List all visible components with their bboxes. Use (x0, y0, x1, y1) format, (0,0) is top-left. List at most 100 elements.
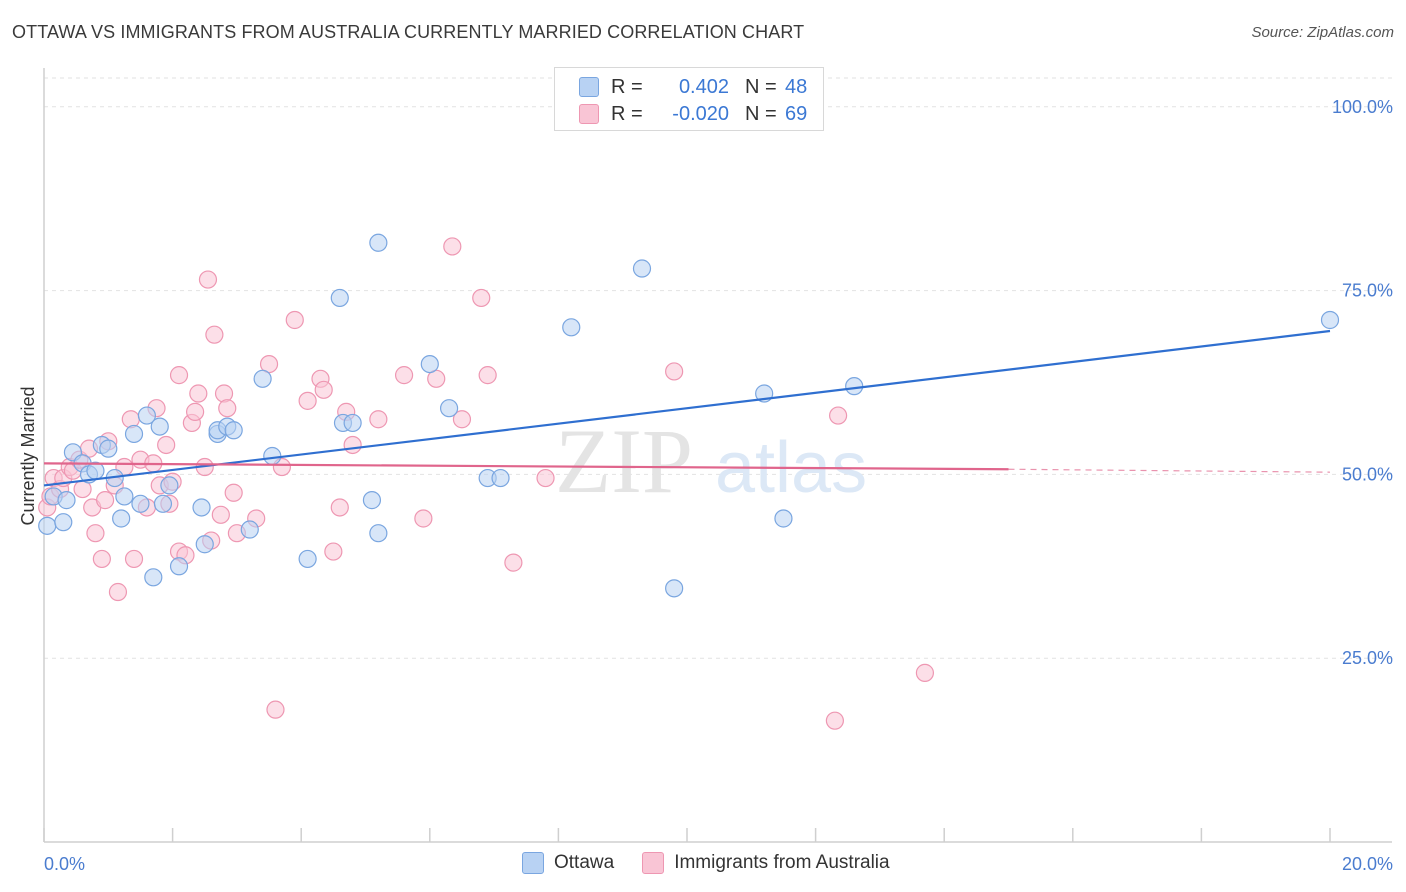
data-point-australia (211, 505, 230, 524)
data-point-australia (124, 549, 144, 569)
data-point-australia (169, 366, 189, 385)
data-point-ottawa (137, 406, 156, 425)
legend-item-ottawa: Ottawa (522, 852, 614, 874)
correlation-legend: R = 0.402 N = 48 R = -0.020 N = 69 (554, 67, 824, 131)
data-point-australia (665, 362, 684, 381)
data-point-australia (330, 498, 349, 517)
data-point-australia (298, 391, 317, 410)
data-point-ottawa (195, 535, 214, 554)
data-point-australia (369, 410, 388, 429)
legend-n-label: N = (745, 75, 777, 98)
data-point-australia (86, 524, 105, 543)
data-point-ottawa (845, 377, 864, 396)
data-point-ottawa (253, 369, 272, 388)
y-tick-label: 100.0% (1332, 97, 1393, 117)
data-point-australia (157, 435, 176, 455)
data-point-ottawa (224, 421, 243, 440)
data-point-australia (108, 582, 128, 602)
data-point-australia (186, 402, 205, 421)
trend-line-australia-extrapolated (1008, 468, 1331, 473)
data-point-australia (92, 549, 111, 569)
data-point-ottawa (124, 424, 144, 444)
trend-line-ottawa (43, 329, 1331, 487)
legend-swatch-ottawa (522, 852, 544, 874)
data-point-ottawa (112, 509, 131, 528)
data-point-australia (829, 406, 848, 425)
data-point-australia (394, 366, 414, 385)
x-tick-label: 0.0% (44, 854, 85, 874)
data-point-ottawa (115, 487, 134, 506)
data-point-ottawa (57, 491, 76, 510)
legend-n-value: 48 (785, 75, 808, 98)
data-point-australia (224, 483, 243, 502)
legend-r-label: R = (611, 102, 643, 125)
data-point-australia (218, 399, 237, 418)
x-tick-label: 20.0% (1342, 854, 1393, 874)
data-point-ottawa (1320, 310, 1340, 330)
data-point-ottawa (491, 468, 510, 488)
data-point-ottawa (632, 259, 652, 278)
grid-lines (44, 77, 1392, 659)
data-point-australia (472, 288, 491, 308)
data-point-ottawa (38, 516, 57, 535)
data-point-australia (452, 410, 472, 429)
legend-swatch-ottawa (579, 77, 599, 97)
data-point-australia (214, 384, 234, 403)
data-point-ottawa (54, 513, 73, 532)
data-point-ottawa (99, 439, 118, 458)
data-point-australia (478, 366, 497, 385)
legend-r-value: -0.020 (672, 102, 729, 125)
data-point-ottawa (665, 579, 684, 598)
data-point-ottawa (420, 354, 439, 374)
series-ottawa (38, 233, 1340, 598)
legend-label-australia: Immigrants from Australia (674, 852, 890, 873)
data-point-australia (825, 711, 844, 730)
data-point-ottawa (131, 494, 150, 513)
data-point-australia (314, 380, 333, 399)
axes (43, 68, 1392, 843)
data-point-ottawa (369, 524, 388, 543)
y-tick-label: 25.0% (1342, 648, 1393, 668)
data-point-australia (198, 270, 218, 289)
data-point-australia (121, 410, 140, 429)
data-point-ottawa (263, 446, 282, 466)
legend-r-label: R = (611, 75, 643, 98)
data-point-ottawa (562, 318, 581, 337)
legend-n-value: 69 (785, 102, 808, 125)
data-point-ottawa (153, 494, 173, 513)
legend-row-australia: R = -0.020 N = 69 (579, 101, 807, 127)
legend-label-ottawa: Ottawa (554, 852, 615, 873)
data-point-australia (205, 325, 224, 344)
data-point-australia (915, 663, 935, 682)
data-point-australia (536, 468, 555, 488)
data-point-australia (95, 491, 115, 510)
data-point-ottawa (774, 509, 793, 528)
data-point-ottawa (192, 498, 211, 517)
data-point-ottawa (240, 520, 259, 539)
chart-title: OTTAWA VS IMMIGRANTS FROM AUSTRALIA CURR… (12, 22, 805, 42)
data-point-australia (343, 435, 362, 455)
y-axis-label: Currently Married (18, 386, 38, 525)
trend-lines (43, 329, 1331, 487)
data-point-ottawa (150, 417, 169, 436)
data-point-ottawa (330, 288, 349, 308)
source-label: Source: ZipAtlas.com (1251, 24, 1394, 41)
series-legend: Ottawa Immigrants from Australia (522, 852, 918, 874)
data-point-ottawa (160, 476, 179, 495)
data-point-ottawa (343, 413, 362, 433)
data-point-ottawa (298, 549, 317, 569)
data-point-australia (189, 384, 208, 403)
legend-n-label: N = (745, 102, 777, 125)
data-point-australia (443, 237, 462, 256)
data-point-australia (324, 542, 343, 561)
trend-line-australia (43, 462, 1009, 471)
watermark-zip: ZIP (555, 410, 693, 512)
data-point-australia (266, 700, 285, 719)
data-point-australia (414, 509, 433, 528)
legend-swatch-australia (579, 104, 599, 124)
data-point-ottawa (362, 491, 382, 510)
data-point-australia (285, 310, 304, 330)
data-point-australia (504, 553, 523, 572)
data-point-ottawa (439, 399, 459, 418)
